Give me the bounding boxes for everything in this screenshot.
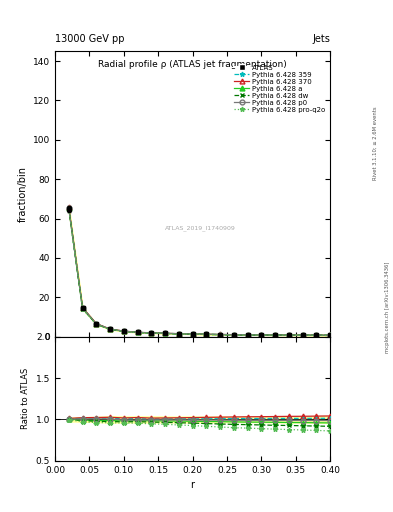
Text: Jets: Jets	[312, 33, 330, 44]
Text: Radial profile ρ (ATLAS jet fragmentation): Radial profile ρ (ATLAS jet fragmentatio…	[98, 60, 287, 69]
Y-axis label: Ratio to ATLAS: Ratio to ATLAS	[21, 368, 30, 430]
Y-axis label: fraction/bin: fraction/bin	[17, 166, 28, 222]
X-axis label: r: r	[191, 480, 195, 490]
Text: Rivet 3.1.10; ≥ 2.6M events: Rivet 3.1.10; ≥ 2.6M events	[373, 106, 378, 180]
Legend: ATLAS, Pythia 6.428 359, Pythia 6.428 370, Pythia 6.428 a, Pythia 6.428 dw, Pyth: ATLAS, Pythia 6.428 359, Pythia 6.428 37…	[233, 63, 327, 114]
Text: ATLAS_2019_I1740909: ATLAS_2019_I1740909	[165, 225, 236, 231]
Text: 13000 GeV pp: 13000 GeV pp	[55, 33, 125, 44]
Text: mcplots.cern.ch [arXiv:1306.3436]: mcplots.cern.ch [arXiv:1306.3436]	[385, 262, 389, 353]
